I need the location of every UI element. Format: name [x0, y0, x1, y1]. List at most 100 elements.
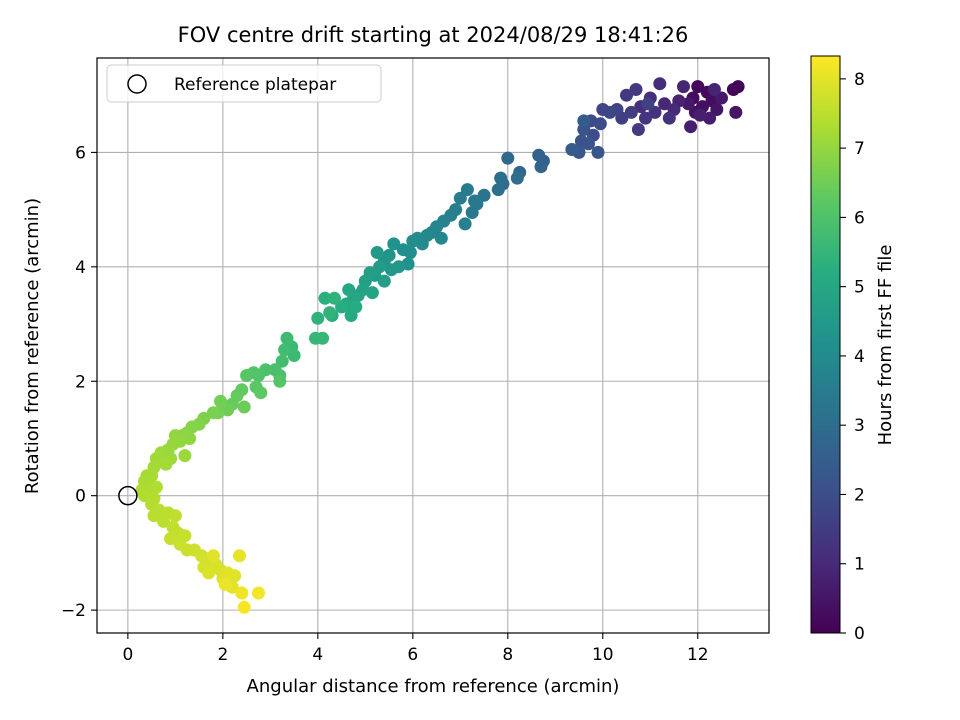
x-tick-label: 6 — [407, 645, 418, 665]
data-point — [710, 103, 724, 116]
colorbar-ticks: 0 1 2 3 4 5 6 7 8 — [840, 70, 865, 644]
data-point — [677, 80, 690, 94]
data-point — [565, 143, 579, 156]
reference-point-marker — [118, 485, 138, 506]
data-point — [470, 197, 484, 211]
data-point — [406, 234, 420, 248]
colorbar-tick-label: 5 — [854, 278, 865, 298]
data-point — [501, 151, 515, 165]
data-point — [491, 183, 505, 197]
data-point — [377, 274, 391, 288]
data-point — [149, 480, 163, 494]
data-point — [477, 188, 491, 202]
data-point — [237, 600, 251, 614]
legend: Reference platepar — [106, 64, 382, 103]
data-point — [237, 400, 251, 414]
data-point — [631, 123, 645, 136]
y-axis-label: Rotation from reference (arcmin) — [22, 198, 43, 494]
x-tick-label: 12 — [687, 645, 709, 665]
data-point — [280, 331, 294, 345]
y-tick-label: −2 — [61, 601, 86, 621]
plot-frame — [96, 57, 770, 634]
data-point — [278, 343, 292, 357]
x-axis-ticks: 0 2 4 6 8 10 12 — [122, 633, 709, 665]
colorbar-tick-label: 0 — [854, 624, 865, 644]
data-point — [157, 514, 170, 528]
x-tick-label: 8 — [502, 645, 513, 665]
data-point — [620, 88, 633, 102]
y-tick-label: 4 — [75, 258, 86, 278]
data-point — [453, 191, 467, 205]
data-point — [206, 549, 220, 563]
data-point — [254, 386, 268, 400]
data-point — [494, 171, 508, 185]
data-point — [648, 105, 662, 119]
data-point — [233, 549, 246, 563]
data-point — [235, 586, 249, 600]
data-point — [641, 97, 655, 111]
data-point — [639, 111, 652, 125]
data-point — [240, 369, 254, 382]
data-point — [593, 117, 607, 131]
data-point — [159, 457, 173, 471]
data-point — [534, 160, 548, 174]
data-point — [387, 237, 401, 251]
data-point — [365, 286, 379, 300]
colorbar-gradient — [810, 55, 841, 634]
data-point — [458, 217, 472, 231]
x-tick-label: 2 — [217, 645, 228, 665]
data-point — [460, 183, 474, 197]
data-point — [164, 532, 178, 546]
colorbar-tick-label: 7 — [854, 139, 865, 159]
legend-label: Reference platepar — [174, 75, 336, 95]
y-axis-ticks: −2 0 2 4 6 — [61, 143, 97, 621]
x-tick-label: 0 — [122, 645, 133, 665]
data-point — [726, 83, 740, 96]
x-tick-label: 4 — [312, 645, 323, 665]
data-point — [532, 148, 546, 162]
colorbar: 0 1 2 3 4 5 6 7 8 Hours from first FF file — [810, 55, 896, 644]
data-point — [384, 263, 398, 277]
data-point — [218, 577, 232, 591]
legend-marker — [127, 74, 147, 94]
colorbar-tick-label: 4 — [854, 347, 865, 367]
y-tick-label: 6 — [75, 143, 86, 163]
data-point — [693, 108, 707, 122]
data-point — [342, 283, 356, 297]
data-point — [396, 243, 410, 257]
data-point — [715, 91, 728, 105]
data-point — [275, 354, 289, 368]
colorbar-tick-label: 8 — [854, 70, 865, 90]
data-point — [147, 509, 161, 523]
data-point — [729, 105, 743, 119]
colorbar-tick-label: 3 — [854, 416, 865, 436]
data-point — [624, 105, 638, 119]
data-point — [328, 291, 341, 305]
data-point — [202, 566, 216, 580]
colorbar-tick-label: 6 — [854, 208, 865, 228]
colorbar-label: Hours from first FF file — [875, 245, 896, 446]
data-point — [691, 80, 705, 94]
x-axis-label: Angular distance from reference (arcmin) — [247, 676, 620, 697]
data-point — [577, 114, 591, 128]
data-point — [370, 246, 384, 259]
chart-title: FOV centre drift starting at 2024/08/29 … — [178, 23, 689, 47]
data-point — [684, 120, 698, 134]
data-point — [603, 105, 617, 119]
data-point — [318, 291, 332, 305]
y-tick-label: 0 — [75, 487, 86, 507]
data-point — [582, 137, 595, 151]
colorbar-tick-label: 1 — [854, 555, 865, 575]
colorbar-tick-label: 2 — [854, 485, 865, 505]
data-point — [707, 83, 721, 96]
y-tick-label: 2 — [75, 372, 86, 392]
data-point — [252, 586, 265, 600]
data-point — [228, 569, 242, 583]
data-point — [653, 77, 667, 91]
data-point — [629, 83, 643, 96]
data-point — [658, 97, 671, 111]
data-point — [214, 394, 227, 408]
legend-box — [106, 64, 382, 103]
data-point — [349, 300, 363, 314]
